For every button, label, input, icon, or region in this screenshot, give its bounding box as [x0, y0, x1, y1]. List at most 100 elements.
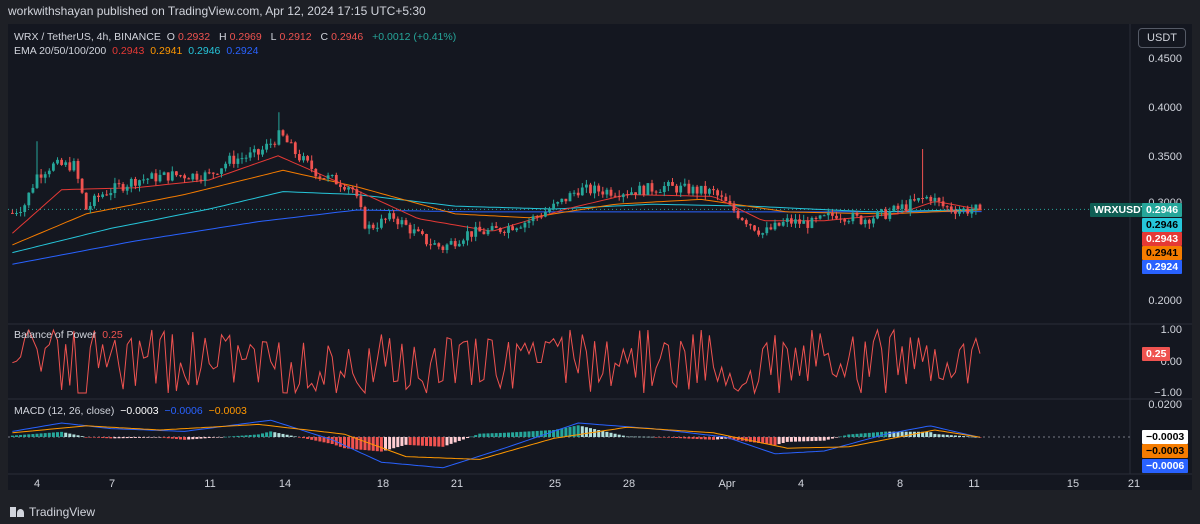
macd-line-value: −0.0006 [164, 405, 203, 417]
candle-body [638, 185, 642, 195]
macd-histogram-bar [576, 425, 580, 437]
candle-body [826, 213, 830, 216]
candle-body [658, 192, 662, 194]
macd-histogram-bar [400, 437, 404, 446]
macd-histogram-bar [683, 437, 687, 439]
macd-histogram-bar [183, 437, 187, 440]
macd-histogram-bar [314, 437, 318, 441]
macd-histogram-bar [572, 426, 576, 437]
macd-histogram-bar [10, 435, 14, 437]
ema50-value: 0.2941 [150, 45, 183, 57]
macd-histogram-bar [757, 437, 761, 443]
candle-body [437, 243, 441, 247]
macd-histogram-bar [215, 437, 219, 438]
macd-histogram-bar [154, 437, 158, 438]
candle-body [945, 206, 949, 208]
candle-body [589, 184, 592, 194]
macd-histogram-bar [662, 437, 666, 438]
macd-histogram-bar [892, 431, 896, 437]
candle-body [634, 192, 637, 195]
macd-histogram-bar [851, 434, 855, 437]
candle-body [101, 194, 104, 197]
candle-body [60, 159, 63, 165]
candle-body [757, 230, 760, 235]
candle-body [355, 189, 359, 197]
candle-body [330, 174, 334, 176]
x-tick: 15 [1066, 478, 1080, 490]
macd-histogram-bar [761, 437, 765, 444]
macd-histogram-bar [966, 436, 970, 437]
ema200-value: 0.2924 [226, 45, 259, 57]
candle-body [277, 130, 281, 145]
candle-body [35, 174, 39, 188]
macd-histogram-bar [773, 437, 777, 446]
candle-body [216, 173, 219, 175]
macd-line-tag: −0.0006 [1142, 459, 1189, 473]
footer: TradingView [10, 505, 95, 519]
candle-body [667, 182, 670, 187]
chart-frame[interactable] [8, 24, 1192, 490]
macd-histogram-bar [478, 433, 482, 437]
candle-body [19, 211, 22, 213]
candle-body [962, 208, 965, 212]
macd-histogram-bar [498, 432, 502, 437]
ohlc-high: H 0.2969 [219, 31, 262, 43]
macd-histogram-bar [232, 436, 236, 437]
macd-histogram-bar [494, 433, 498, 437]
candle-body [187, 178, 191, 180]
macd-histogram-bar [347, 437, 351, 449]
macd-histogram-bar [195, 437, 199, 439]
candle-body [76, 161, 80, 179]
candle-body [753, 225, 756, 231]
candle-body [343, 186, 346, 190]
macd-histogram-bar [117, 437, 121, 439]
price-tick: 0.4500 [1148, 53, 1182, 65]
macd-histogram-bar [523, 431, 527, 437]
x-tick: 7 [108, 478, 116, 490]
candle-body [211, 172, 215, 174]
x-tick: Apr [718, 478, 736, 490]
candle-body [371, 224, 375, 229]
candle-body [585, 184, 588, 188]
macd-histogram-bar [929, 432, 933, 437]
macd-histogram-bar [634, 436, 638, 438]
candle-body [23, 205, 27, 212]
candle-body [261, 149, 264, 155]
macd-histogram-bar [129, 437, 133, 439]
candle-body [289, 142, 293, 144]
macd-histogram-bar [449, 437, 453, 444]
macd-hist-value: −0.0003 [120, 405, 159, 417]
candle-body [630, 192, 633, 195]
candle-body [421, 231, 424, 234]
candle-body [154, 173, 158, 182]
macd-histogram-bar [945, 434, 949, 437]
candle-body [314, 168, 318, 177]
macd-signal-tag: −0.0003 [1142, 444, 1189, 458]
macd-histogram-bar [486, 433, 490, 437]
candle-body [609, 189, 613, 196]
candle-body [687, 183, 691, 194]
candle-body [363, 207, 367, 229]
tradingview-logo-icon [10, 507, 24, 517]
macd-histogram-bar [855, 433, 859, 437]
chart-canvas[interactable] [8, 24, 1192, 490]
macd-histogram-bar [51, 432, 55, 437]
candle-body [191, 173, 195, 180]
candle-body [814, 217, 818, 219]
macd-histogram-bar [962, 436, 966, 437]
macd-histogram-bar [43, 433, 47, 437]
currency-button[interactable]: USDT [1138, 28, 1186, 48]
macd-histogram-bar [420, 437, 424, 446]
symbol-title: WRX / TetherUS, 4h, BINANCE [14, 31, 161, 43]
candle-body [621, 194, 625, 198]
macd-histogram-bar [31, 434, 35, 437]
candle-body [954, 210, 957, 214]
macd-histogram-bar [830, 437, 834, 439]
macd-histogram-bar [937, 434, 941, 437]
candle-body [876, 211, 879, 219]
candle-body [736, 210, 740, 218]
macd-histogram-bar [621, 435, 625, 437]
macd-histogram-bar [658, 437, 662, 438]
macd-histogram-bar [539, 430, 543, 437]
candle-body [52, 163, 55, 171]
